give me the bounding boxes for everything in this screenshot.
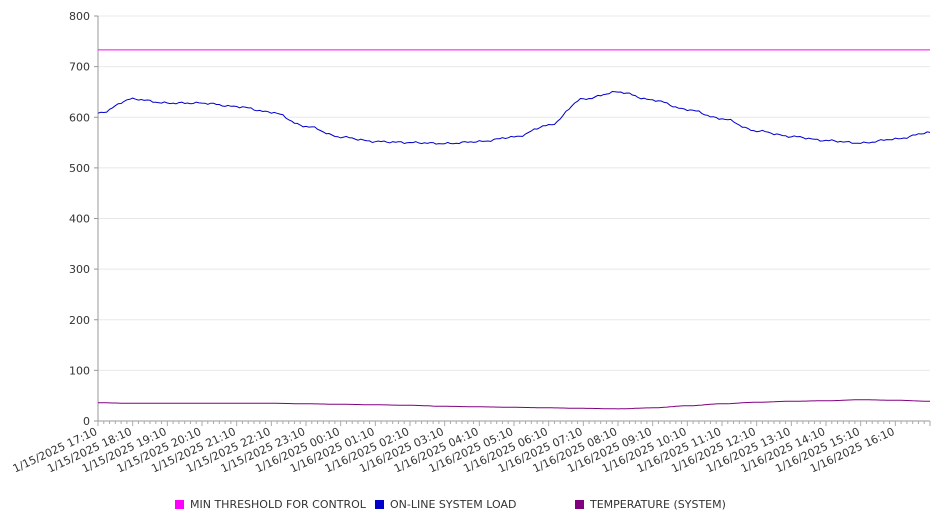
legend-swatch-min-threshold <box>175 500 184 509</box>
axes <box>94 15 931 426</box>
legend-item-min-threshold[interactable]: MIN THRESHOLD FOR CONTROL <box>175 497 366 513</box>
y-tick-label: 200 <box>69 314 90 327</box>
y-tick-labels: 0 100 200 300 400 500 600 700 800 <box>69 10 90 428</box>
legend-swatch-system-load <box>375 500 384 509</box>
y-tick-label: 100 <box>69 364 90 377</box>
legend-item-system-load[interactable]: ON-LINE SYSTEM LOAD <box>375 497 516 513</box>
legend: MIN THRESHOLD FOR CONTROL ON-LINE SYSTEM… <box>0 497 946 515</box>
legend-label-system-load: ON-LINE SYSTEM LOAD <box>390 498 517 511</box>
y-tick-label: 300 <box>69 263 90 276</box>
series-line-temperature-system <box>98 399 931 410</box>
legend-item-temperature[interactable]: TEMPERATURE (SYSTEM) <box>575 497 726 513</box>
x-tick-labels: 1/15/2025 17:101/15/2025 18:101/15/2025 … <box>11 425 897 475</box>
series-lines <box>97 49 931 410</box>
gridlines <box>98 15 930 371</box>
series-line-on-line-system-load <box>97 90 931 145</box>
y-tick-label: 400 <box>69 213 90 226</box>
y-tick-label: 0 <box>83 415 90 428</box>
y-tick-label: 600 <box>69 111 90 124</box>
legend-swatch-temperature <box>575 500 584 509</box>
y-tick-label: 800 <box>69 10 90 23</box>
y-tick-label: 500 <box>69 162 90 175</box>
legend-label-temperature: TEMPERATURE (SYSTEM) <box>590 498 726 511</box>
y-tick-label: 700 <box>69 61 90 74</box>
legend-label-min-threshold: MIN THRESHOLD FOR CONTROL <box>190 498 366 511</box>
